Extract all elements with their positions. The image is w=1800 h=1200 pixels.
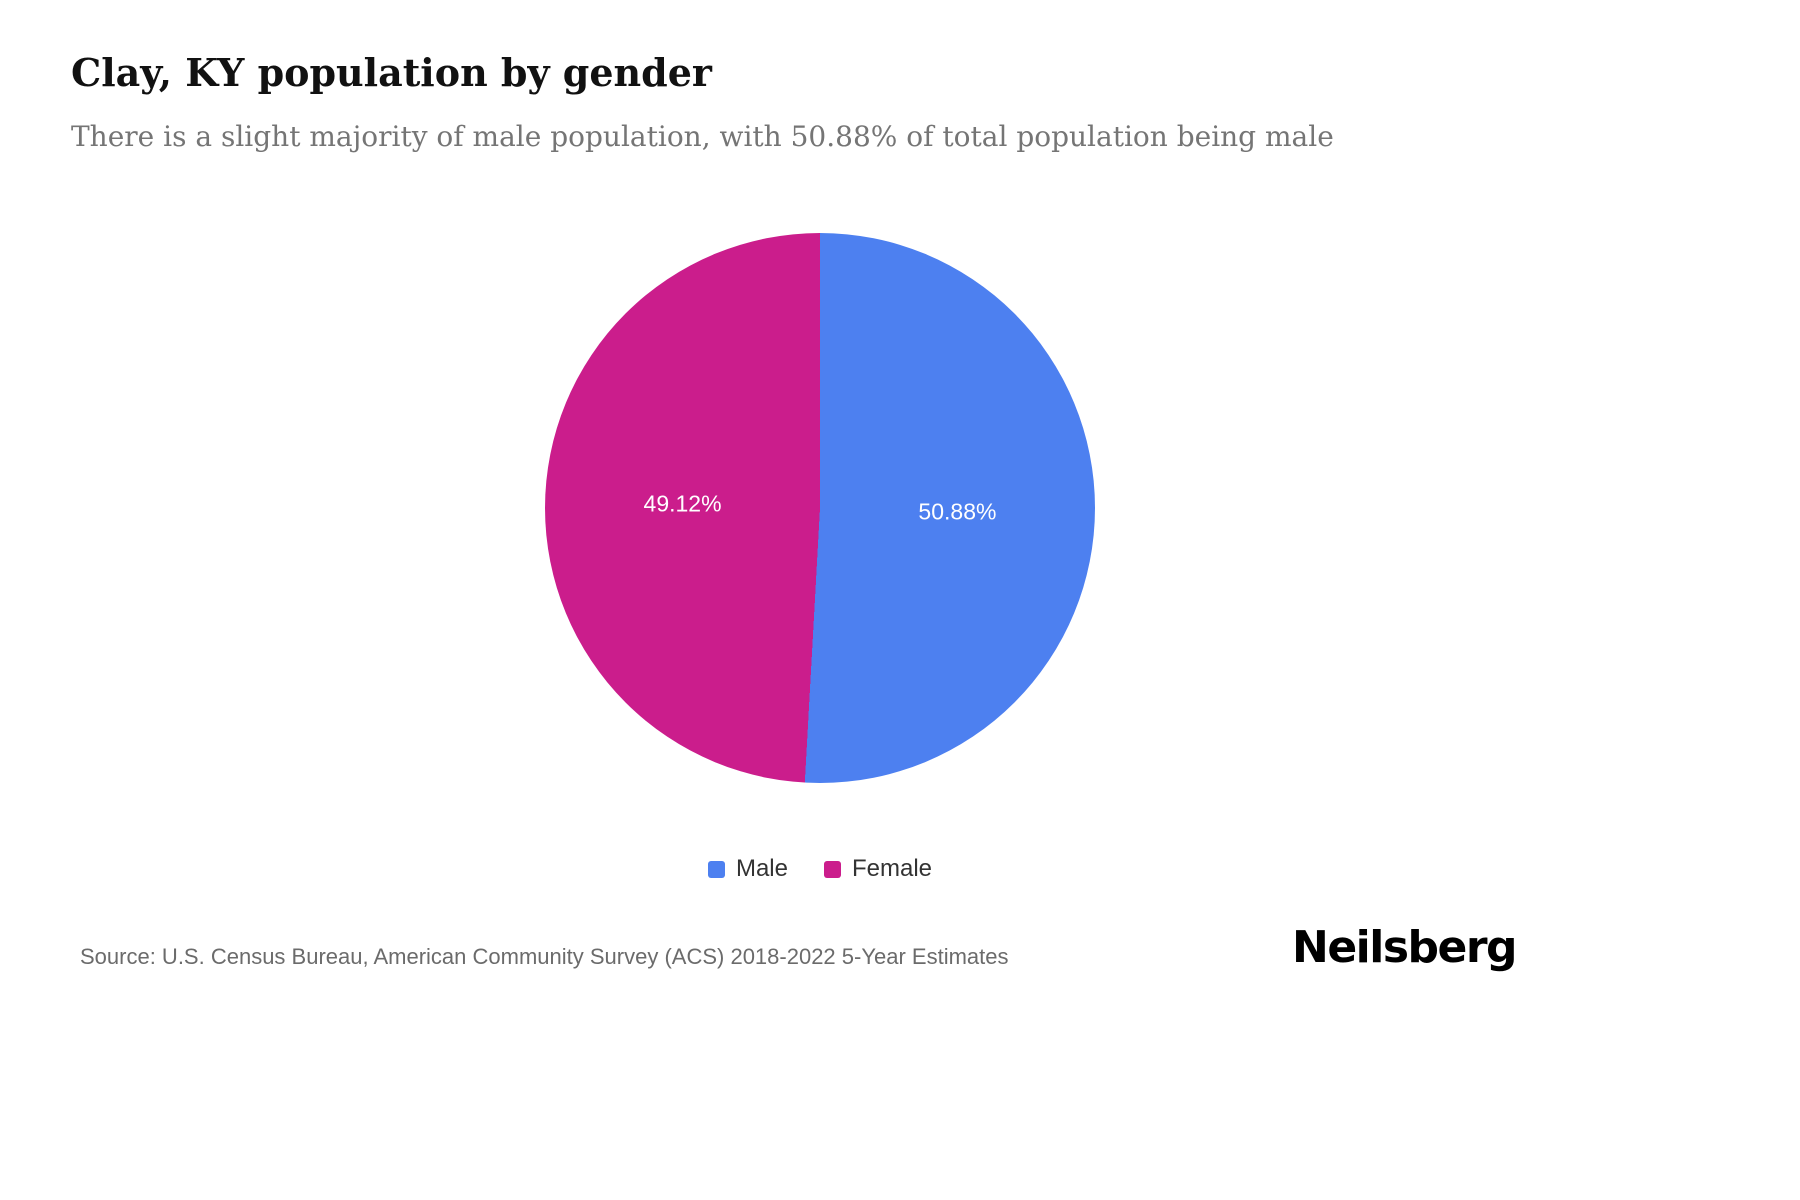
- legend-item-female[interactable]: Female: [824, 855, 932, 883]
- pie: [545, 233, 1095, 783]
- page-title: Clay, KY population by gender: [71, 50, 712, 95]
- pie-chart: 50.88% 49.12%: [545, 233, 1095, 783]
- chart-subtitle: There is a slight majority of male popul…: [71, 120, 1334, 153]
- legend: Male Female: [445, 855, 1195, 883]
- female-swatch-icon: [824, 860, 841, 878]
- source-attribution: Source: U.S. Census Bureau, American Com…: [80, 944, 1009, 969]
- legend-label-male: Male: [735, 855, 788, 882]
- neilsberg-logo: Neilsberg: [1292, 922, 1518, 973]
- legend-label-female: Female: [852, 855, 933, 882]
- male-swatch-icon: [707, 860, 725, 878]
- pie-label-1: 49.12%: [643, 490, 722, 517]
- pie-label-0: 50.88%: [918, 498, 997, 525]
- legend-item-male[interactable]: Male: [707, 855, 788, 883]
